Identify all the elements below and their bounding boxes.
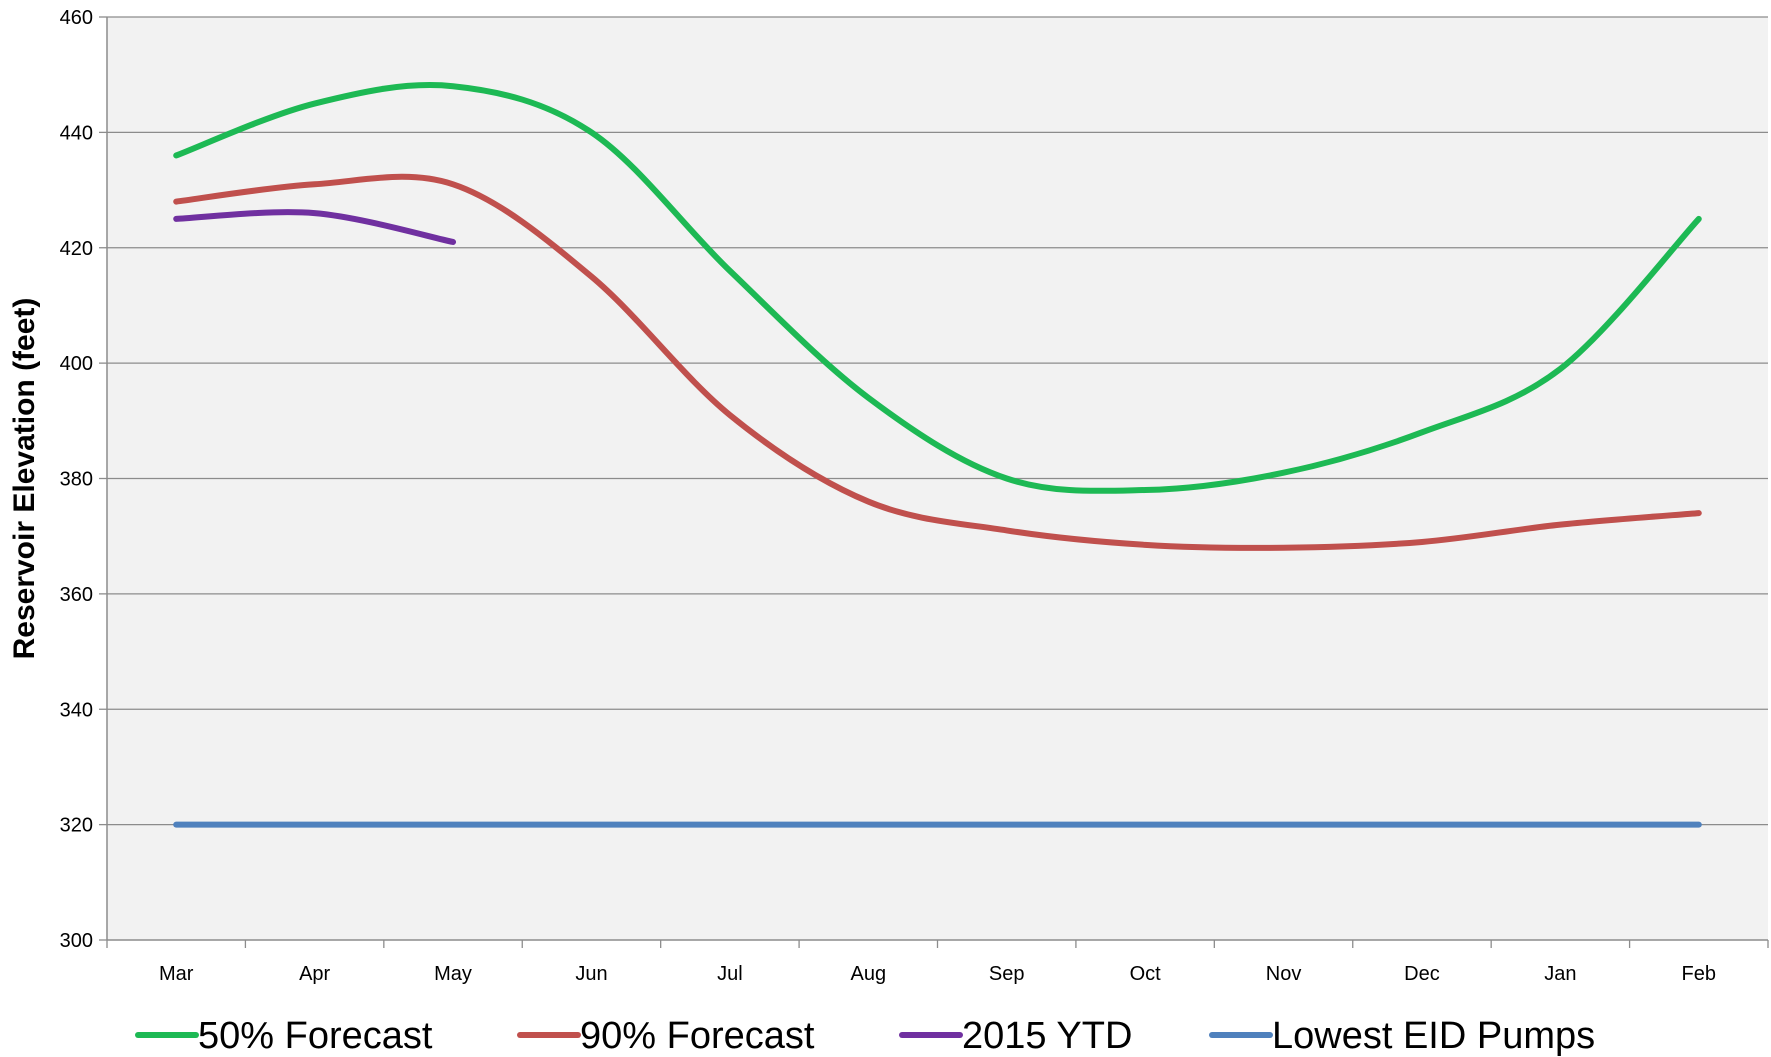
legend-label-50-forecast: 50% Forecast [198, 1015, 433, 1057]
x-tick-label: Jul [717, 963, 743, 985]
y-tick-label: 340 [60, 699, 93, 721]
x-tick-label: Mar [159, 963, 194, 985]
x-tick-label: Aug [850, 963, 886, 985]
x-tick-label: Sep [989, 963, 1025, 985]
y-tick-label: 400 [60, 353, 93, 375]
y-axis-ticks: 300 320 340 360 380 400 420 440 460 [60, 7, 107, 952]
series-line-50-forecast [173, 82, 1702, 494]
series-lines [173, 82, 1702, 828]
series-line-90-forecast [173, 173, 1702, 551]
x-tick-label: Jun [575, 963, 607, 985]
x-axis-ticks: Mar Apr May Jun Jul Aug Sep Oct Nov Dec Jan Feb [106, 940, 1769, 985]
y-tick-label: 320 [60, 815, 93, 837]
x-tick-label: Apr [299, 963, 330, 985]
x-tick-label: Nov [1266, 963, 1302, 985]
legend-label-2015-ytd: 2015 YTD [962, 1015, 1132, 1057]
series-line-2015-ytd [173, 209, 457, 245]
y-tick-label: 440 [60, 122, 93, 144]
y-tick-label: 380 [60, 469, 93, 491]
y-tick-label: 300 [60, 930, 93, 952]
legend: 50% Forecast 90% Forecast 2015 YTD Lowest E… [135, 1015, 1595, 1057]
y-tick-label: 460 [60, 7, 93, 29]
x-tick-label: Jan [1544, 963, 1576, 985]
y-axis-label: Reservoir Elevation (feet) [8, 298, 41, 660]
x-tick-label: Feb [1682, 963, 1716, 985]
y-tick-label: 360 [60, 584, 93, 606]
legend-label-lowest-eid-pumps: Lowest EID Pumps [1272, 1015, 1595, 1057]
x-tick-label: Dec [1404, 963, 1440, 985]
x-tick-label: Oct [1130, 963, 1162, 985]
x-tick-label: May [434, 963, 472, 985]
y-tick-label: 420 [60, 238, 93, 260]
legend-label-90-forecast: 90% Forecast [580, 1015, 815, 1057]
